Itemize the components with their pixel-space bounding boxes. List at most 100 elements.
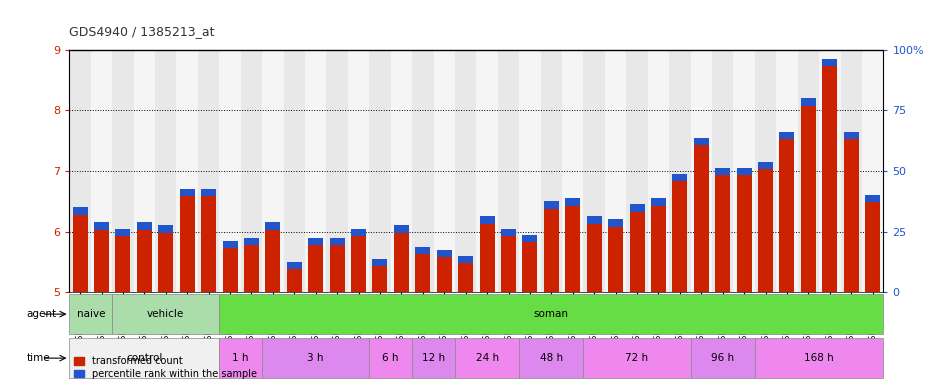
Bar [672,174,687,292]
Text: 3 h: 3 h [307,353,324,363]
Text: 168 h: 168 h [804,353,834,363]
Bar [394,225,409,233]
Bar [797,50,820,292]
Bar [672,174,687,181]
Bar [540,50,562,292]
Bar [137,222,152,292]
Bar [437,250,451,292]
Bar [72,207,88,215]
Bar [308,238,323,292]
Bar [265,222,280,292]
Bar [523,235,537,242]
Text: time: time [27,353,50,363]
Bar [691,338,755,378]
Bar [519,338,584,378]
Bar [780,132,795,139]
Bar [865,195,881,202]
Bar [413,338,455,378]
Bar [284,50,305,292]
Bar [651,198,666,205]
Bar [308,238,323,245]
Bar [755,338,883,378]
Bar [262,50,284,292]
Text: 6 h: 6 h [382,353,399,363]
Bar [219,338,262,378]
Bar [329,238,345,292]
Bar [758,162,773,169]
Bar [822,59,837,66]
Bar [262,338,369,378]
Bar [179,189,194,292]
Bar [133,50,155,292]
Bar [437,250,451,257]
Bar [413,50,434,292]
Bar [501,228,516,292]
Text: GDS4940 / 1385213_at: GDS4940 / 1385213_at [69,25,215,38]
Bar [822,59,837,292]
Bar [715,168,730,292]
Bar [201,189,216,292]
Bar [712,50,734,292]
Bar [137,222,152,230]
Bar [94,222,109,292]
Bar [265,222,280,230]
Bar [586,217,601,224]
Text: 24 h: 24 h [475,353,499,363]
Bar [565,198,580,292]
Bar [736,168,752,292]
Bar [327,50,348,292]
Bar [605,50,626,292]
Bar [801,98,816,292]
Bar [240,50,262,292]
Bar [112,294,219,334]
Bar [434,50,455,292]
Bar [651,198,666,292]
Bar [544,201,559,209]
Text: 1 h: 1 h [232,353,249,363]
Bar [369,338,413,378]
Bar [373,259,388,292]
Bar [844,132,858,139]
Bar [565,198,580,205]
Bar [608,219,623,292]
Bar [736,168,752,175]
Bar [734,50,755,292]
Bar [862,50,883,292]
Bar [244,238,259,292]
Bar [648,50,669,292]
Bar [72,207,88,292]
Bar [755,50,776,292]
Bar [694,138,709,145]
Bar [501,228,516,236]
Bar [458,256,474,292]
Bar [626,50,647,292]
Bar [244,238,259,245]
Bar [455,50,476,292]
Bar [116,228,130,236]
Bar [669,50,691,292]
Bar [219,50,240,292]
Bar [198,50,219,292]
Bar [801,98,816,106]
Text: 48 h: 48 h [540,353,563,363]
Bar [287,262,302,269]
Bar [479,217,495,224]
Bar [715,168,730,175]
Bar [776,50,797,292]
Bar [865,195,881,292]
Text: naive: naive [77,309,105,319]
Bar [116,228,130,292]
Bar [630,204,645,292]
Bar [479,217,495,292]
Bar [476,50,498,292]
Bar [415,247,430,254]
Bar [348,50,369,292]
Text: control: control [126,353,163,363]
Text: 12 h: 12 h [422,353,445,363]
Bar [305,50,327,292]
Bar [694,138,709,292]
Bar [201,189,216,197]
Bar [329,238,345,245]
Bar [608,219,623,227]
Text: 96 h: 96 h [711,353,734,363]
